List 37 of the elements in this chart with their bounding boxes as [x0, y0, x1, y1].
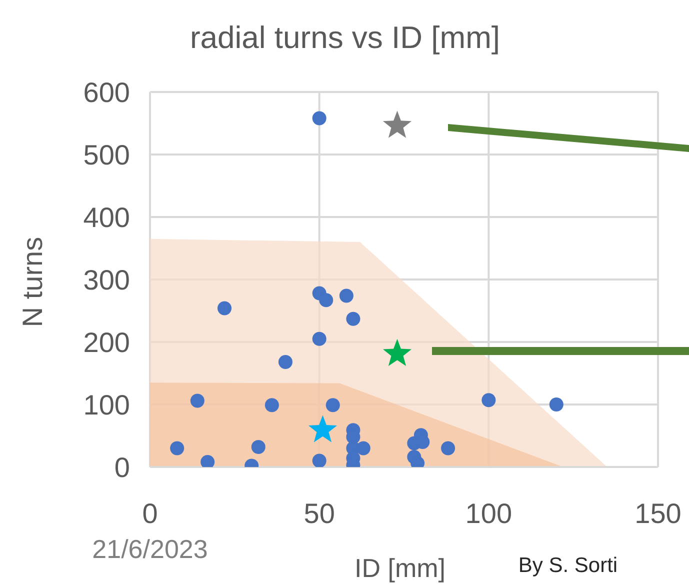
- point: [251, 440, 266, 454]
- point: [382, 110, 412, 138]
- y-tick-label: 100: [83, 389, 130, 420]
- point: [278, 355, 292, 369]
- chart-title: radial turns vs ID [mm]: [190, 20, 500, 55]
- x-tick-label: 0: [142, 498, 158, 529]
- point: [190, 394, 204, 408]
- x-tick-label: 100: [465, 498, 512, 529]
- y-tick-label: 300: [83, 264, 130, 296]
- point: [218, 301, 232, 316]
- y-tick-label: 400: [83, 202, 130, 233]
- y-tick-label: 200: [83, 326, 130, 358]
- point: [308, 415, 337, 442]
- x-tick-label: 50: [304, 498, 335, 529]
- point: [346, 312, 360, 326]
- point: [549, 398, 564, 412]
- y-tick-label: 0: [114, 452, 130, 483]
- x-axis-title: ID [mm]: [354, 553, 446, 583]
- y-axis-title: N turns: [17, 236, 48, 328]
- x-tick-label: 150: [634, 498, 682, 529]
- point: [382, 338, 412, 366]
- point: [264, 398, 279, 412]
- point: [441, 441, 456, 456]
- text: 21/6/2023: [92, 534, 208, 564]
- point: [356, 441, 370, 456]
- point: [339, 288, 354, 303]
- point: [200, 455, 215, 467]
- point: [312, 111, 326, 126]
- y-tick-label: 500: [83, 139, 130, 170]
- point: [319, 293, 334, 308]
- point: [312, 332, 326, 346]
- point: [326, 398, 340, 412]
- y-tick-label: 600: [83, 76, 130, 108]
- point: [312, 454, 326, 467]
- point: [170, 441, 184, 456]
- text: By S. Sorti: [518, 554, 618, 577]
- point: [482, 393, 496, 408]
